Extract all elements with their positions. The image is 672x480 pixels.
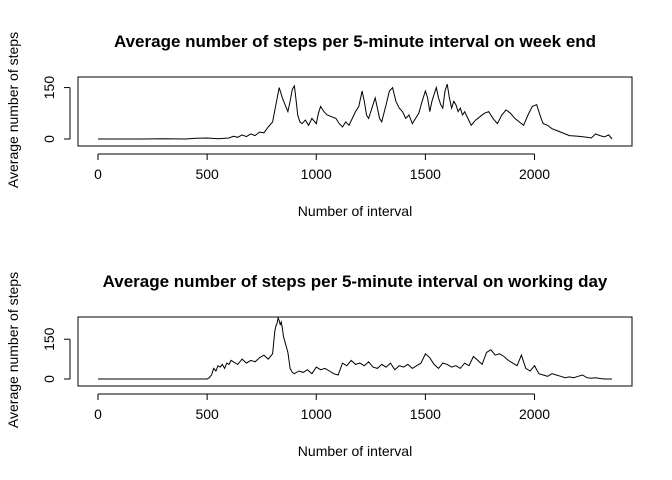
y-tick-label: 0 — [41, 375, 57, 383]
plot-frame — [77, 316, 633, 387]
axes: 0 500 1000 1500 2000 0 150 — [41, 76, 550, 182]
x-tick-label: 0 — [94, 166, 102, 182]
x-tick-label: 1000 — [301, 166, 332, 182]
y-tick-label: 150 — [41, 76, 57, 100]
chart-title: Average number of steps per 5-minute int… — [114, 32, 596, 51]
chart-working-day: Average number of steps per 5-minute int… — [5, 272, 633, 459]
x-tick-label: 2000 — [519, 406, 550, 422]
series-line-working-day — [98, 316, 612, 380]
x-tick-label: 1000 — [301, 406, 332, 422]
x-tick-label: 0 — [94, 406, 102, 422]
plot-frame — [77, 76, 633, 147]
chart-title: Average number of steps per 5-minute int… — [103, 272, 608, 291]
axes: 0 500 1000 1500 2000 0 150 — [41, 327, 550, 422]
x-tick-label: 1500 — [410, 406, 441, 422]
series-line-weekend — [98, 83, 613, 140]
x-tick-label: 500 — [195, 406, 219, 422]
y-tick-label: 150 — [41, 327, 57, 351]
y-axis-label: Average number of steps — [5, 272, 21, 428]
x-tick-label: 2000 — [519, 166, 550, 182]
y-tick-label: 0 — [41, 135, 57, 143]
y-axis-label: Average number of steps — [5, 32, 21, 188]
chart-weekend: Average number of steps per 5-minute int… — [5, 32, 633, 219]
x-tick-label: 1500 — [410, 166, 441, 182]
x-tick-label: 500 — [195, 166, 219, 182]
x-axis-label: Number of interval — [298, 203, 412, 219]
x-axis-label: Number of interval — [298, 443, 412, 459]
